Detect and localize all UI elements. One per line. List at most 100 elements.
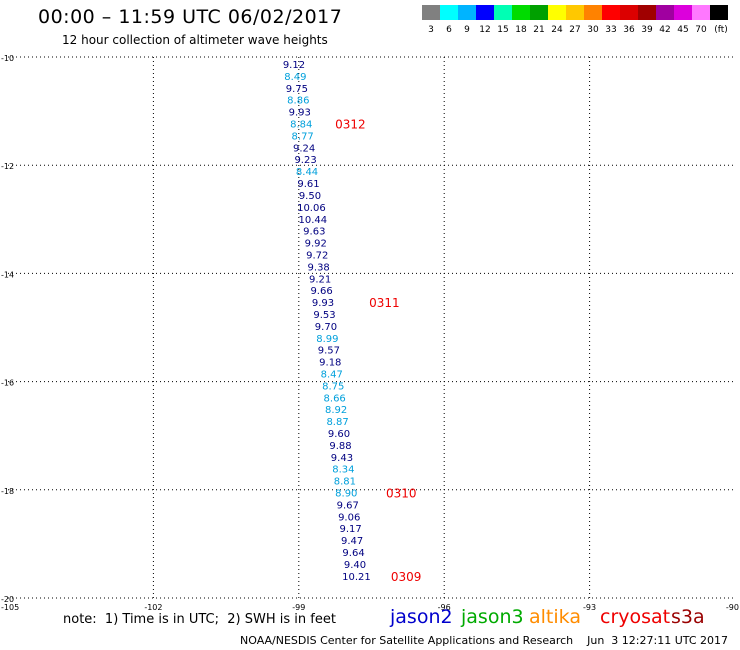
swh-value-label: 8.86 bbox=[287, 96, 309, 107]
time-label: 0312 bbox=[335, 118, 366, 132]
swh-value-label: 9.60 bbox=[328, 429, 350, 440]
swh-value-label: 8.49 bbox=[284, 72, 306, 83]
colorbar-swatch bbox=[422, 5, 440, 20]
y-tick-label: -18 bbox=[1, 487, 14, 496]
swh-value-label: 9.61 bbox=[297, 179, 319, 190]
swh-value-label: 9.43 bbox=[331, 453, 353, 464]
swh-value-label: 9.88 bbox=[329, 441, 351, 452]
colorbar-label: 39 bbox=[641, 25, 653, 35]
colorbar-label: 45 bbox=[677, 25, 688, 35]
colorbar-swatch bbox=[512, 5, 530, 20]
colorbar-swatch bbox=[494, 5, 512, 20]
swh-value-label: 9.57 bbox=[318, 346, 340, 357]
colorbar-swatch bbox=[530, 5, 548, 20]
swh-value-label: 9.40 bbox=[344, 560, 366, 571]
colorbar-swatch bbox=[620, 5, 638, 20]
colorbar-swatch bbox=[638, 5, 656, 20]
colorbar-swatch bbox=[584, 5, 602, 20]
x-tick-label: -96 bbox=[438, 603, 451, 612]
x-tick-label: -93 bbox=[583, 603, 596, 612]
swh-colorbar: 3 6 9 12 15 18 21 24 27 30 33 36 39 42 45 70 (ft) bbox=[422, 5, 728, 35]
colorbar-swatch bbox=[548, 5, 566, 20]
swh-value-label: 9.23 bbox=[294, 155, 316, 166]
y-tick-label: -14 bbox=[1, 270, 14, 279]
colorbar-swatch bbox=[476, 5, 494, 20]
swh-value-label: 8.87 bbox=[326, 417, 348, 428]
swh-value-label: 8.84 bbox=[290, 120, 312, 131]
swh-value-label: 8.47 bbox=[321, 369, 343, 380]
colorbar-label: 6 bbox=[446, 25, 452, 35]
legend-item-jason3: jason3 bbox=[461, 606, 524, 628]
swh-value-label: 8.44 bbox=[296, 167, 318, 178]
swh-value-label: 10.06 bbox=[297, 203, 326, 214]
swh-value-label: 8.75 bbox=[322, 381, 344, 392]
x-tick-label: -99 bbox=[292, 603, 305, 612]
colorbar-label: 42 bbox=[659, 25, 670, 35]
swh-value-label: 9.21 bbox=[309, 274, 331, 285]
colorbar-label: 30 bbox=[587, 25, 599, 35]
x-tick-label: -105 bbox=[1, 603, 19, 612]
x-tick-label: -102 bbox=[144, 603, 162, 612]
swh-value-label: 8.90 bbox=[335, 489, 357, 500]
chart-subtitle: 12 hour collection of altimeter wave hei… bbox=[62, 33, 328, 47]
swh-value-label: 10.44 bbox=[299, 215, 328, 226]
x-tick-label: -90 bbox=[726, 603, 739, 612]
swh-value-label: 9.53 bbox=[313, 310, 335, 321]
colorbar-label: 9 bbox=[464, 25, 470, 35]
legend-item-jason2: jason2 bbox=[390, 606, 453, 628]
swh-value-label: 8.66 bbox=[324, 393, 346, 404]
time-label: 0310 bbox=[386, 487, 417, 501]
swh-value-label: 9.64 bbox=[342, 548, 364, 559]
swh-value-label: 9.66 bbox=[310, 286, 332, 297]
swh-value-label: 9.18 bbox=[319, 358, 341, 369]
colorbar-label: 3 bbox=[428, 25, 434, 35]
swh-value-label: 9.47 bbox=[341, 536, 363, 547]
colorbar-label: 21 bbox=[533, 25, 544, 35]
swh-value-label: 9.17 bbox=[340, 524, 362, 535]
swh-value-label: 9.38 bbox=[308, 262, 330, 273]
legend-item-s3a: s3a bbox=[671, 606, 705, 628]
swh-value-label: 9.75 bbox=[286, 84, 308, 95]
colorbar-swatch bbox=[710, 5, 728, 20]
swh-value-label: 9.93 bbox=[312, 298, 334, 309]
time-label: 0311 bbox=[369, 296, 400, 310]
y-tick-label: -10 bbox=[1, 54, 14, 63]
colorbar-label: 36 bbox=[623, 25, 635, 35]
time-label: 0309 bbox=[391, 570, 422, 584]
grid bbox=[8, 56, 735, 599]
swh-value-label: 10.21 bbox=[342, 572, 371, 583]
swh-value-label: 9.70 bbox=[315, 322, 337, 333]
colorbar-label: 12 bbox=[479, 25, 490, 35]
colorbar-swatch bbox=[440, 5, 458, 20]
legend-item-altika: altika bbox=[529, 606, 581, 628]
units-note: note: 1) Time is in UTC; 2) SWH is in fe… bbox=[63, 612, 336, 627]
swh-value-label: 9.06 bbox=[338, 512, 360, 523]
colorbar-label: 70 bbox=[695, 25, 707, 35]
swh-value-label: 9.24 bbox=[293, 143, 315, 154]
colorbar-label: 27 bbox=[569, 25, 580, 35]
colorbar-swatch bbox=[692, 5, 710, 20]
colorbar-swatch bbox=[656, 5, 674, 20]
y-tick-label: -16 bbox=[1, 379, 14, 388]
colorbar-label: 18 bbox=[515, 25, 527, 35]
swh-value-label: 9.92 bbox=[305, 239, 327, 250]
y-tick-label: -20 bbox=[1, 595, 14, 604]
swh-value-label: 8.34 bbox=[332, 465, 354, 476]
colorbar-label: 15 bbox=[497, 25, 508, 35]
swh-value-label: 8.99 bbox=[316, 334, 338, 345]
swh-value-label: 8.81 bbox=[334, 477, 356, 488]
colorbar-swatch bbox=[566, 5, 584, 20]
colorbar-swatch bbox=[602, 5, 620, 20]
swh-value-label: 8.77 bbox=[292, 131, 314, 142]
colorbar-label: 33 bbox=[605, 25, 616, 35]
colorbar-swatch bbox=[674, 5, 692, 20]
swh-value-label: 9.67 bbox=[337, 500, 359, 511]
swh-value-label: 8.92 bbox=[325, 405, 347, 416]
colorbar-swatch bbox=[458, 5, 476, 20]
altimeter-plot: -10 -12 -14 -16 -18 -20-105 -102 -99 -96 -93 -90 9.… bbox=[1, 54, 739, 612]
credit-line: NOAA/NESDIS Center for Satellite Applica… bbox=[240, 634, 728, 647]
swh-value-label: 9.63 bbox=[303, 227, 325, 238]
y-tick-label: -12 bbox=[1, 162, 14, 171]
colorbar-label: (ft) bbox=[714, 25, 728, 35]
swh-value-label: 9.93 bbox=[289, 108, 311, 119]
